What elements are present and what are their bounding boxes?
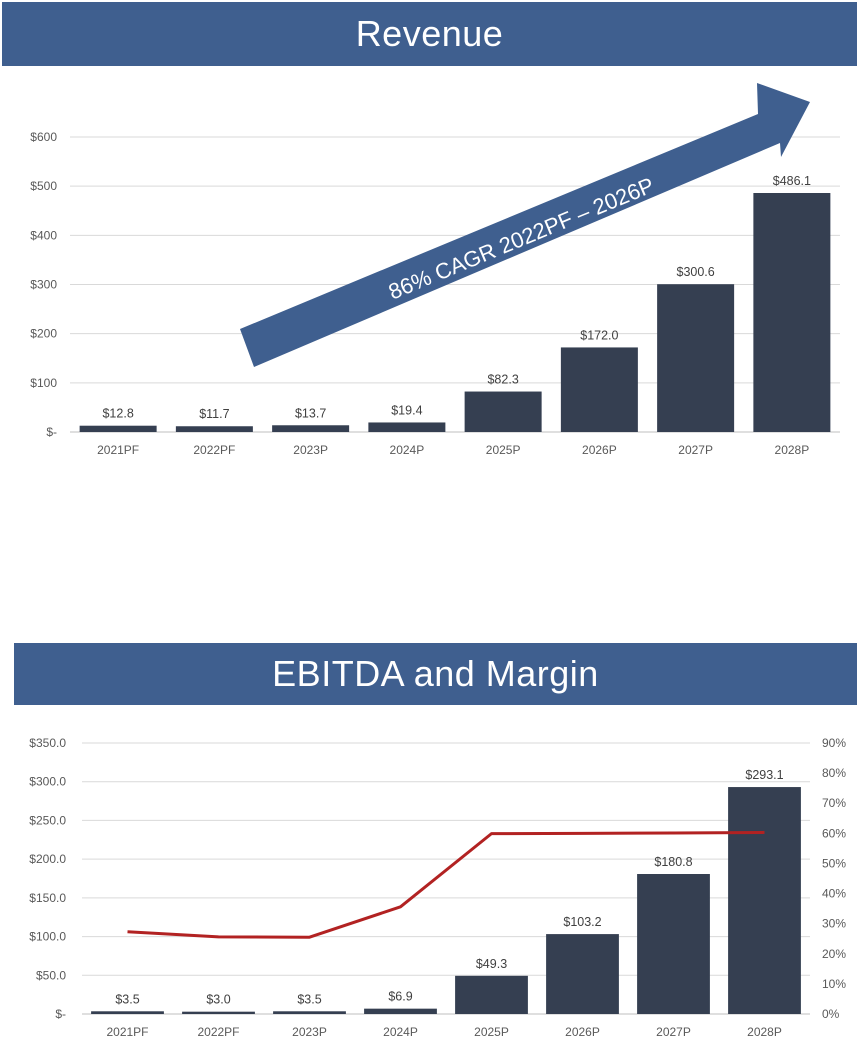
x-tick-label: 2028P: [747, 1025, 782, 1039]
x-tick-label: 2023P: [292, 1025, 327, 1039]
secondary-y-tick-label: 90%: [822, 736, 846, 750]
x-tick-label: 2024P: [390, 443, 425, 457]
bar-value-label: $172.0: [580, 328, 618, 342]
bar-value-label: $293.1: [745, 768, 783, 782]
x-tick-label: 2025P: [486, 443, 521, 457]
y-tick-label: $200.0: [29, 852, 66, 866]
bar-2025p: [464, 391, 542, 432]
x-tick-label: 2026P: [582, 443, 617, 457]
x-tick-label: 2027P: [656, 1025, 691, 1039]
bar-2023p: [272, 425, 350, 432]
bar-value-label: $11.7: [199, 407, 229, 421]
y-tick-label: $350.0: [29, 736, 66, 750]
x-tick-label: 2021PF: [97, 443, 139, 457]
x-tick-label: 2022PF: [197, 1025, 239, 1039]
bar-value-label: $49.3: [476, 957, 507, 971]
bar-value-label: $486.1: [773, 174, 811, 188]
secondary-y-tick-label: 80%: [822, 766, 846, 780]
y-tick-label: $-: [55, 1007, 66, 1021]
bar-value-label: $103.2: [563, 915, 601, 929]
bar-2023p: [273, 1011, 346, 1014]
bar-2022pf: [175, 426, 253, 432]
ebitda-title-banner: EBITDA and Margin: [14, 643, 857, 705]
bar-2027p: [637, 874, 710, 1014]
x-tick-label: 2025P: [474, 1025, 509, 1039]
secondary-y-tick-label: 20%: [822, 947, 846, 961]
ebitda-title: EBITDA and Margin: [272, 653, 599, 694]
revenue-title-banner: Revenue: [2, 2, 857, 66]
secondary-y-tick-label: 60%: [822, 826, 846, 840]
bar-value-label: $6.9: [388, 990, 412, 1004]
bar-2028p: [753, 193, 831, 432]
x-tick-label: 2028P: [775, 443, 810, 457]
secondary-y-tick-label: 30%: [822, 917, 846, 931]
bar-2026p: [560, 347, 638, 432]
x-tick-label: 2022PF: [193, 443, 235, 457]
y-tick-label: $100.0: [29, 930, 66, 944]
bar-2022pf: [182, 1011, 255, 1014]
y-tick-label: $-: [46, 425, 57, 439]
bar-value-label: $19.4: [391, 403, 422, 417]
y-tick-label: $300: [30, 278, 57, 292]
x-tick-label: 2021PF: [106, 1025, 148, 1039]
bar-2024p: [368, 422, 446, 432]
y-tick-label: $200: [30, 327, 57, 341]
bar-value-label: $3.5: [115, 992, 139, 1006]
bar-value-label: $180.8: [654, 855, 692, 869]
y-tick-label: $150.0: [29, 891, 66, 905]
secondary-y-tick-label: 70%: [822, 796, 846, 810]
bar-value-label: $12.8: [102, 407, 133, 421]
x-tick-label: 2023P: [293, 443, 328, 457]
bar-value-label: $82.3: [487, 373, 518, 387]
y-tick-label: $50.0: [36, 968, 66, 982]
x-tick-label: 2027P: [678, 443, 713, 457]
revenue-title: Revenue: [355, 13, 504, 54]
secondary-y-tick-label: 10%: [822, 977, 846, 991]
bar-value-label: $300.6: [677, 265, 715, 279]
bar-2027p: [657, 284, 735, 432]
y-tick-label: $600: [30, 130, 57, 144]
bar-2025p: [455, 975, 528, 1014]
bar-2028p: [728, 787, 801, 1014]
secondary-y-tick-label: 50%: [822, 856, 846, 870]
bar-value-label: $3.0: [206, 993, 230, 1007]
ebitda-chart: $- $50.0 $100.0 $150.0 $200.0 $250.0 $300.0 $35…: [29, 736, 846, 1039]
margin-line: [127, 830, 765, 939]
bar-value-label: $3.5: [297, 992, 321, 1006]
y-tick-label: $250.0: [29, 813, 66, 827]
y-tick-label: $300.0: [29, 775, 66, 789]
bar-2021pf: [91, 1011, 164, 1014]
x-tick-label: 2026P: [565, 1025, 600, 1039]
y-tick-label: $100: [30, 376, 57, 390]
x-tick-label: 2024P: [383, 1025, 418, 1039]
revenue-chart: $- $100 $200 $300 $400 $500 $600 $12.8 2021PF $11…: [30, 130, 840, 457]
secondary-y-tick-label: 40%: [822, 887, 846, 901]
bar-2024p: [364, 1008, 437, 1014]
bar-2026p: [546, 934, 619, 1014]
bar-value-label: $13.7: [295, 406, 326, 420]
y-tick-label: $400: [30, 228, 57, 242]
secondary-y-tick-label: 0%: [822, 1007, 840, 1021]
bar-2021pf: [79, 425, 157, 432]
cagr-arrow-shape: [240, 83, 810, 367]
y-tick-label: $500: [30, 179, 57, 193]
